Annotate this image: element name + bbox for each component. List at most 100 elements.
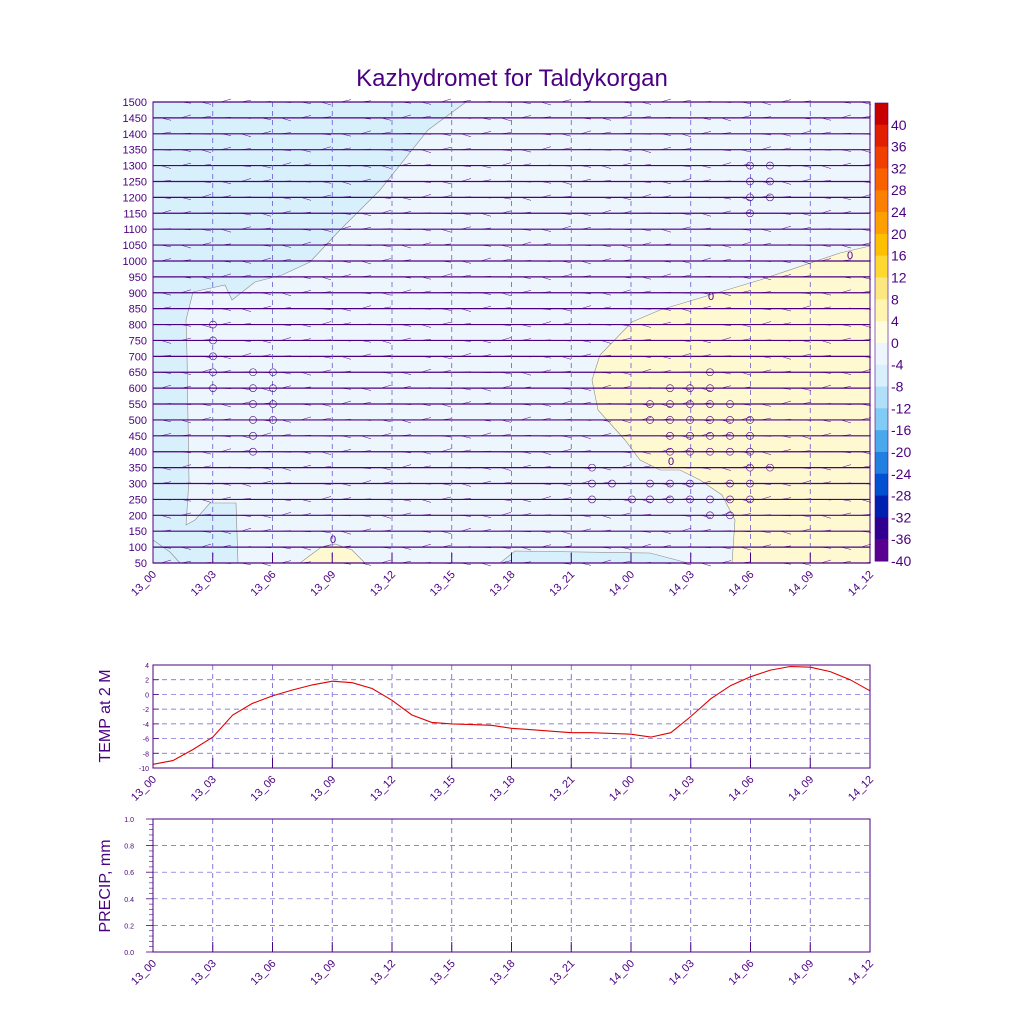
wind-barb [560, 260, 572, 264]
wind-barb [680, 546, 692, 548]
wind-barb [360, 498, 372, 500]
wind-barb [680, 308, 692, 312]
wind-barb [680, 467, 692, 469]
calm-marker [746, 495, 754, 504]
calm-marker [726, 432, 734, 440]
colorbar-label: 12 [891, 269, 907, 285]
wind-barb [400, 403, 412, 405]
calm-marker [746, 209, 754, 218]
calm-marker [686, 416, 694, 424]
wind-barb [200, 194, 212, 198]
wind-barb [520, 241, 532, 246]
wind-barb [320, 243, 332, 246]
wind-barb [220, 496, 232, 500]
wind-barb [200, 339, 212, 341]
wind-barb [200, 530, 212, 533]
wind-barb [520, 163, 532, 166]
wind-barb [680, 401, 692, 405]
precip-y-tick-label: 0.2 [124, 923, 134, 930]
temp-y-tick-label: -2 [143, 707, 149, 714]
wind-barb [680, 323, 692, 325]
wind-barb [780, 435, 792, 438]
wind-barb [800, 480, 812, 484]
wind-barb [560, 213, 572, 215]
wind-barb [580, 435, 592, 440]
wind-barb [600, 131, 612, 135]
wind-barb [660, 448, 672, 452]
wind-barb [300, 197, 312, 201]
wind-barb [220, 147, 232, 150]
temp-y-tick-label: 4 [145, 663, 149, 670]
wind-barb [480, 529, 492, 532]
wind-barb [660, 370, 672, 373]
wind-barb [380, 419, 392, 422]
wind-barb [560, 419, 572, 421]
wind-barb [180, 419, 192, 424]
wind-barb [460, 292, 472, 294]
wind-barb [620, 403, 632, 405]
wind-barb [440, 496, 452, 500]
wind-barb [420, 403, 432, 407]
wind-barb [740, 356, 752, 358]
wind-barb [740, 181, 752, 183]
colorbar-swatch [875, 342, 888, 366]
wind-barb [520, 386, 532, 389]
level-tick-label: 700 [129, 351, 147, 363]
wind-barb [620, 132, 632, 135]
wind-barb [300, 499, 312, 503]
wind-barb [380, 117, 392, 121]
wind-barb [280, 210, 292, 214]
wind-barb [860, 369, 872, 373]
wind-barb [580, 401, 592, 405]
wind-barb [340, 497, 352, 500]
wind-barb [220, 545, 232, 548]
wind-barb [700, 227, 712, 230]
wind-barb [480, 340, 492, 344]
wind-barb [340, 530, 352, 535]
wind-barb [400, 197, 412, 201]
wind-barb [580, 148, 592, 150]
wind-barb [300, 434, 312, 437]
calm-marker [209, 368, 217, 377]
wind-barb [180, 371, 192, 375]
wind-barb [380, 197, 392, 199]
wind-barb [380, 149, 392, 151]
wind-barb [840, 276, 852, 279]
wind-barb [680, 483, 692, 487]
calm-marker [746, 193, 754, 202]
calm-marker [726, 416, 734, 424]
wind-barb [320, 369, 332, 373]
calm-marker [249, 416, 257, 424]
wind-barb [460, 196, 472, 198]
wind-barb [400, 259, 412, 262]
wind-barb [680, 213, 692, 216]
wind-barb [540, 146, 552, 150]
wind-barb [280, 482, 292, 484]
wind-barb [660, 545, 672, 548]
wind-barb [840, 289, 852, 293]
wind-barb [760, 466, 772, 468]
wind-barb [800, 387, 812, 391]
wind-barb [400, 546, 412, 550]
wind-barb [380, 165, 392, 169]
wind-barb [220, 321, 232, 325]
wind-barb [380, 324, 392, 326]
wind-barb [740, 228, 752, 231]
wind-barb [860, 543, 872, 548]
level-tick-label: 1050 [123, 240, 147, 252]
wind-barb [440, 545, 452, 548]
level-tick-label: 150 [129, 526, 147, 538]
wind-barb [500, 467, 512, 471]
calm-marker [269, 368, 277, 377]
wind-barb [200, 164, 212, 166]
chart-title: Kazhydromet for Taldykorgan [356, 65, 668, 92]
wind-barb [180, 324, 192, 327]
wind-barb [200, 483, 212, 485]
wind-barb [540, 544, 552, 548]
wind-barb [300, 546, 312, 551]
wind-barb [420, 308, 432, 310]
wind-barb [760, 356, 772, 359]
wind-barb [860, 194, 872, 198]
wind-barb [840, 114, 852, 119]
wind-barb [320, 164, 332, 166]
